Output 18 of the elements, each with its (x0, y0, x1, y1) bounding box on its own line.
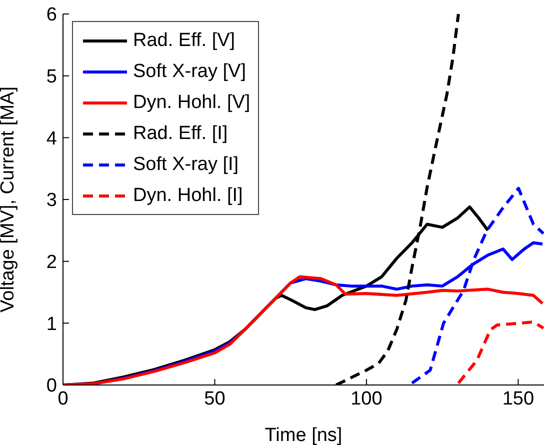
x-tick-label: 100 (350, 388, 382, 410)
legend-label: Dyn. Hohl. [I] (133, 184, 243, 206)
y-tick-label: 3 (46, 190, 57, 212)
x-tick-label: 150 (502, 388, 534, 410)
line-series (456, 320, 544, 385)
legend-label: Rad. Eff. [I] (133, 122, 228, 144)
y-tick-label: 5 (46, 66, 57, 88)
x-tick-label: 50 (204, 388, 226, 410)
legend-label: Soft X-ray [I] (133, 154, 239, 176)
legend-label: Dyn. Hohl. [V] (133, 92, 250, 114)
y-tick-label: 1 (46, 314, 57, 335)
y-tick-label: 4 (46, 128, 58, 150)
y-tick-label: 2 (46, 252, 57, 274)
legend-label: Rad. Eff. [V] (133, 30, 236, 52)
y-axis-title: Voltage [MV], Current [MA] (0, 86, 19, 312)
x-axis-title: Time [ns] (264, 425, 342, 445)
y-tick-label: 6 (46, 4, 57, 26)
legend-label: Soft X-ray [V] (133, 60, 246, 82)
